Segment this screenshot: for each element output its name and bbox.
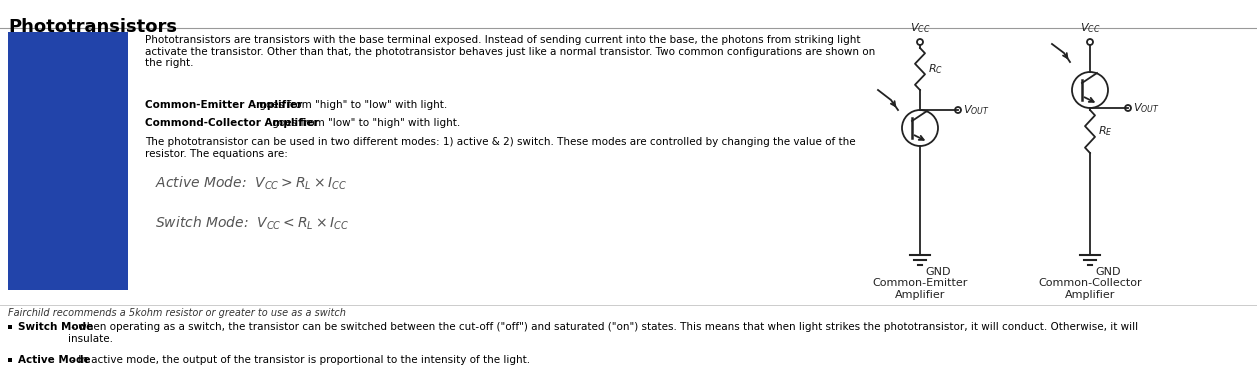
Text: Common-Emitter
Amplifier: Common-Emitter Amplifier xyxy=(872,278,968,299)
Text: - when operating as a switch, the transistor can be switched between the cut-off: - when operating as a switch, the transi… xyxy=(68,322,1138,344)
Text: $R_C$: $R_C$ xyxy=(928,62,943,76)
Text: Commond-Collector Amplifier: Commond-Collector Amplifier xyxy=(145,118,318,128)
Bar xyxy=(8,325,13,329)
Text: Common-Emitter Amplifier: Common-Emitter Amplifier xyxy=(145,100,302,110)
Text: Switch Mode: Switch Mode xyxy=(18,322,93,332)
Text: GND: GND xyxy=(925,267,950,277)
Text: Phototransistors are transistors with the base terminal exposed. Instead of send: Phototransistors are transistors with th… xyxy=(145,35,875,68)
Text: The phototransistor can be used in two different modes: 1) active & 2) switch. T: The phototransistor can be used in two d… xyxy=(145,137,856,159)
Text: - In active mode, the output of the transistor is proportional to the intensity : - In active mode, the output of the tran… xyxy=(68,355,530,365)
Text: Common-Collector
Amplifier: Common-Collector Amplifier xyxy=(1038,278,1141,299)
Bar xyxy=(8,32,128,290)
Text: Active Mode:  $V_{CC} > R_L \times I_{CC}$: Active Mode: $V_{CC} > R_L \times I_{CC}… xyxy=(155,175,347,192)
Text: - goes from "low" to "high" with light.: - goes from "low" to "high" with light. xyxy=(263,118,461,128)
Bar xyxy=(8,358,13,362)
Text: $V_{OUT}$: $V_{OUT}$ xyxy=(963,103,989,117)
Text: Phototransistors: Phototransistors xyxy=(8,18,177,36)
Text: Fairchild recommends a 5kohm resistor or greater to use as a switch: Fairchild recommends a 5kohm resistor or… xyxy=(8,308,346,318)
Text: - goes from "high" to "low" with light.: - goes from "high" to "low" with light. xyxy=(249,100,447,110)
Text: GND: GND xyxy=(1095,267,1120,277)
Text: $V_{CC}$: $V_{CC}$ xyxy=(910,21,930,35)
Text: $V_{CC}$: $V_{CC}$ xyxy=(1080,21,1100,35)
Text: $V_{OUT}$: $V_{OUT}$ xyxy=(1133,101,1160,115)
Text: Switch Mode:  $V_{CC} < R_L \times I_{CC}$: Switch Mode: $V_{CC} < R_L \times I_{CC}… xyxy=(155,215,349,232)
Text: $R_E$: $R_E$ xyxy=(1099,125,1112,138)
Text: Active Mode: Active Mode xyxy=(18,355,91,365)
